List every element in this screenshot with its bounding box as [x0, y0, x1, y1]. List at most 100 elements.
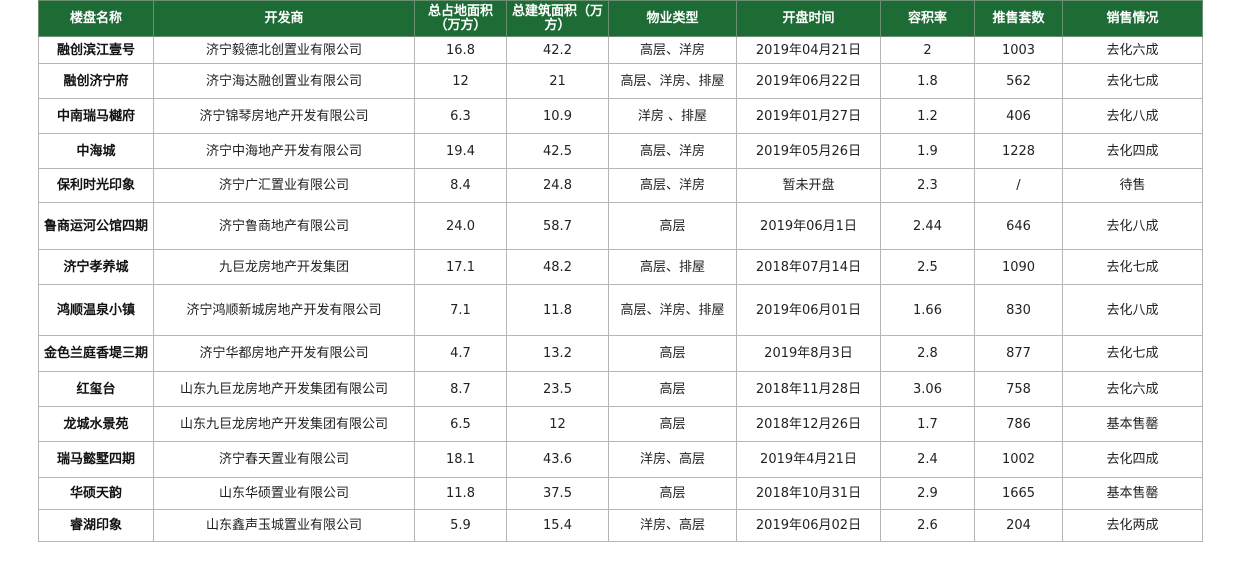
table-cell: 1.8: [880, 63, 975, 99]
table-cell: 济宁毅德北创置业有限公司: [153, 36, 415, 64]
table-cell: 6.3: [414, 98, 507, 134]
table-cell: 济宁鲁商地产有限公司: [153, 202, 415, 250]
table-row: 金色兰庭香堤三期 济宁华都房地产开发有限公司 4.7 13.2 高层 2019年8月3日 2…: [38, 335, 1203, 372]
table-row: 保利时光印象 济宁广汇置业有限公司 8.4 24.8 高层、洋房 暂未开盘 2.3/待售: [38, 168, 1203, 203]
table-cell: 11.8: [506, 284, 609, 336]
table-cell: 山东华硕置业有限公司: [153, 477, 415, 510]
table-cell: 2019年06月22日: [736, 63, 881, 99]
table-cell: 2.3: [880, 168, 975, 203]
table-cell: 高层: [608, 406, 737, 442]
table-cell: 去化七成: [1062, 63, 1203, 99]
table-cell: 21: [506, 63, 609, 99]
table-cell: 高层、洋房: [608, 133, 737, 169]
table-cell: 济宁华都房地产开发有限公司: [153, 335, 415, 372]
table-cell: 43.6: [506, 441, 609, 478]
table-cell: 2.5: [880, 249, 975, 285]
column-header: 开盘时间: [736, 0, 881, 37]
table-row: 龙城水景苑 山东九巨龙房地产开发集团有限公司 6.5 12 高层 2018年12月26日 1…: [38, 406, 1203, 442]
table-row: 融创济宁府 济宁海达融创置业有限公司 12 21 高层、洋房、排屋 2019年06月22日…: [38, 63, 1203, 99]
table-cell: 646: [974, 202, 1063, 250]
table-row: 济宁孝养城 九巨龙房地产开发集团 17.1 48.2 高层、排屋 2018年07月14日 2…: [38, 249, 1203, 285]
table-cell: 高层: [608, 202, 737, 250]
table-cell: 济宁春天置业有限公司: [153, 441, 415, 478]
column-header: 物业类型: [608, 0, 737, 37]
table-cell: 去化四成: [1062, 133, 1203, 169]
table-cell: 去化八成: [1062, 284, 1203, 336]
table-cell: 406: [974, 98, 1063, 134]
table-cell: 融创济宁府: [38, 63, 154, 99]
table-cell: 2019年05月26日: [736, 133, 881, 169]
table-cell: /: [974, 168, 1063, 203]
table-cell: 九巨龙房地产开发集团: [153, 249, 415, 285]
table-cell: 11.8: [414, 477, 507, 510]
table-row: 红玺台 山东九巨龙房地产开发集团有限公司 8.7 23.5 高层 2018年11月28日 3…: [38, 371, 1203, 407]
table-cell: 高层、排屋: [608, 249, 737, 285]
table-cell: 2.44: [880, 202, 975, 250]
table-cell: 16.8: [414, 36, 507, 64]
table-cell: 去化八成: [1062, 98, 1203, 134]
table-cell: 2.4: [880, 441, 975, 478]
table-cell: 洋房 、排屋: [608, 98, 737, 134]
table-cell: 42.2: [506, 36, 609, 64]
property-table: 楼盘名称 开发商 总占地面积（万方） 总建筑面积（万方） 物业类型 开盘时间 容积率 推售套数…: [38, 0, 1203, 542]
column-header: 总建筑面积（万方）: [506, 0, 609, 37]
column-header: 楼盘名称: [38, 0, 154, 37]
table-cell: 2019年04月21日: [736, 36, 881, 64]
table-cell: 204: [974, 509, 1063, 542]
table-cell: 830: [974, 284, 1063, 336]
table-cell: 瑞马懿墅四期: [38, 441, 154, 478]
table-cell: 8.4: [414, 168, 507, 203]
table-cell: 济宁海达融创置业有限公司: [153, 63, 415, 99]
table-cell: 暂未开盘: [736, 168, 881, 203]
table-cell: 2018年07月14日: [736, 249, 881, 285]
table-row: 瑞马懿墅四期 济宁春天置业有限公司 18.1 43.6 洋房、高层 2019年4月21日 2…: [38, 441, 1203, 478]
table-cell: 济宁锦琴房地产开发有限公司: [153, 98, 415, 134]
table-cell: 鸿顺温泉小镇: [38, 284, 154, 336]
table-cell: 2019年06月01日: [736, 284, 881, 336]
table-cell: 济宁广汇置业有限公司: [153, 168, 415, 203]
table-cell: 786: [974, 406, 1063, 442]
table-cell: 高层、洋房: [608, 36, 737, 64]
table-cell: 山东九巨龙房地产开发集团有限公司: [153, 406, 415, 442]
table-cell: 2018年11月28日: [736, 371, 881, 407]
table-cell: 1228: [974, 133, 1063, 169]
table-cell: 山东鑫声玉城置业有限公司: [153, 509, 415, 542]
table-cell: 2.9: [880, 477, 975, 510]
column-header: 推售套数: [974, 0, 1063, 37]
table-row: 睿湖印象 山东鑫声玉城置业有限公司 5.9 15.4 洋房、高层 2019年06月02日 2…: [38, 509, 1203, 542]
table-cell: 去化八成: [1062, 202, 1203, 250]
table-cell: 1.9: [880, 133, 975, 169]
table-cell: 高层: [608, 477, 737, 510]
table-cell: 1003: [974, 36, 1063, 64]
table-cell: 高层、洋房、排屋: [608, 284, 737, 336]
table-cell: 去化两成: [1062, 509, 1203, 542]
table-row: 鸿顺温泉小镇 济宁鸿顺新城房地产开发有限公司 7.1 11.8 高层、洋房、排屋 2019…: [38, 284, 1203, 336]
table-cell: 2018年12月26日: [736, 406, 881, 442]
table-row: 华硕天韵 山东华硕置业有限公司 11.8 37.5 高层 2018年10月31日 2.9 16…: [38, 477, 1203, 510]
table-cell: 鲁商运河公馆四期: [38, 202, 154, 250]
table-cell: 1002: [974, 441, 1063, 478]
table-cell: 1.7: [880, 406, 975, 442]
table-cell: 去化六成: [1062, 36, 1203, 64]
table-cell: 金色兰庭香堤三期: [38, 335, 154, 372]
table-cell: 4.7: [414, 335, 507, 372]
table-cell: 2018年10月31日: [736, 477, 881, 510]
table-cell: 7.1: [414, 284, 507, 336]
table-cell: 12: [506, 406, 609, 442]
table-cell: 58.7: [506, 202, 609, 250]
table-cell: 13.2: [506, 335, 609, 372]
table-cell: 济宁中海地产开发有限公司: [153, 133, 415, 169]
table-cell: 待售: [1062, 168, 1203, 203]
table-cell: 2.8: [880, 335, 975, 372]
table-cell: 877: [974, 335, 1063, 372]
column-header: 销售情况: [1062, 0, 1203, 37]
table-cell: 去化七成: [1062, 335, 1203, 372]
table-cell: 高层、洋房、排屋: [608, 63, 737, 99]
table-cell: 高层、洋房: [608, 168, 737, 203]
table-cell: 37.5: [506, 477, 609, 510]
table-cell: 1090: [974, 249, 1063, 285]
table-cell: 1665: [974, 477, 1063, 510]
table-cell: 2019年8月3日: [736, 335, 881, 372]
column-header: 开发商: [153, 0, 415, 37]
table-cell: 42.5: [506, 133, 609, 169]
